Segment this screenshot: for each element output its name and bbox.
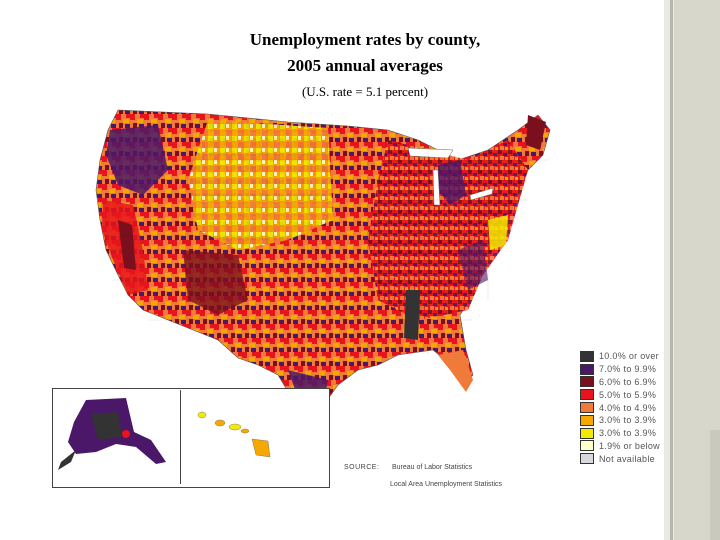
us-rate-note: (U.S. rate = 5.1 percent) — [301, 84, 429, 99]
legend-swatch — [580, 414, 594, 426]
legend-item: 7.0% to 9.9% — [580, 363, 680, 376]
alaska-map — [58, 398, 166, 470]
appalachia — [458, 240, 488, 290]
mississippi-delta — [404, 290, 420, 340]
lake-superior — [407, 147, 454, 159]
lake-michigan — [432, 169, 441, 206]
michigan — [438, 160, 466, 205]
legend-label: 4.0% to 4.9% — [599, 402, 657, 413]
source-line2: Local Area Unemployment Statistics — [390, 481, 503, 488]
legend-swatch — [580, 453, 594, 465]
legend-swatch — [580, 427, 594, 439]
legend-label: 5.0% to 5.9% — [599, 389, 657, 400]
inset-divider — [180, 390, 181, 484]
slide-border — [664, 0, 720, 540]
map-subtitle: 2005 annual averages — [287, 56, 443, 75]
map-title: Unemployment rates by county, — [249, 30, 481, 49]
legend-swatch — [580, 389, 594, 401]
border-notch — [710, 430, 720, 540]
legend-label: 6.0% to 6.9% — [599, 376, 657, 387]
maine — [526, 115, 546, 150]
legend-item: 3.0% to 3.9% — [580, 427, 680, 440]
florida — [438, 350, 473, 392]
legend-item: 6.0% to 6.9% — [580, 376, 680, 389]
legend-item: 1.9% or below — [580, 440, 680, 453]
source-note: SOURCE: Bureau of Labor Statistics — [344, 464, 472, 471]
legend-swatch — [580, 440, 594, 452]
legend-swatch — [580, 376, 594, 388]
map-legend: 10.0% or over 7.0% to 9.9% 6.0% to 6.9% … — [580, 350, 680, 465]
legend-swatch — [580, 350, 594, 362]
legend-label: 7.0% to 9.9% — [599, 364, 657, 375]
legend-item: 3.0% to 3.9% — [580, 414, 680, 427]
lake-erie — [469, 187, 494, 201]
border-strip — [670, 0, 673, 540]
source-label: SOURCE: — [344, 464, 380, 471]
legend-label: Not available — [599, 453, 655, 464]
legend-label: 1.9% or below — [599, 440, 660, 451]
hawaii-map — [197, 411, 271, 458]
legend-label: 3.0% to 3.9% — [599, 415, 657, 426]
source-line1: Bureau of Labor Statistics — [391, 464, 473, 471]
legend-label: 3.0% to 3.9% — [599, 428, 657, 439]
us-county-map — [95, 109, 551, 419]
legend-item: 4.0% to 4.9% — [580, 401, 680, 414]
southwest-cluster — [183, 250, 248, 315]
legend-item: Not available — [580, 452, 680, 465]
legend-item: 10.0% or over — [580, 350, 680, 363]
legend-label: 10.0% or over — [599, 351, 659, 362]
central-valley — [118, 220, 136, 270]
plains-region — [188, 120, 333, 250]
legend-swatch — [580, 363, 594, 375]
legend-swatch — [580, 402, 594, 414]
pacific-northwest-cluster — [106, 125, 168, 195]
legend-item: 5.0% to 5.9% — [580, 388, 680, 401]
east-region — [368, 140, 528, 320]
county-grid — [103, 118, 548, 400]
virginia-low — [488, 215, 508, 250]
